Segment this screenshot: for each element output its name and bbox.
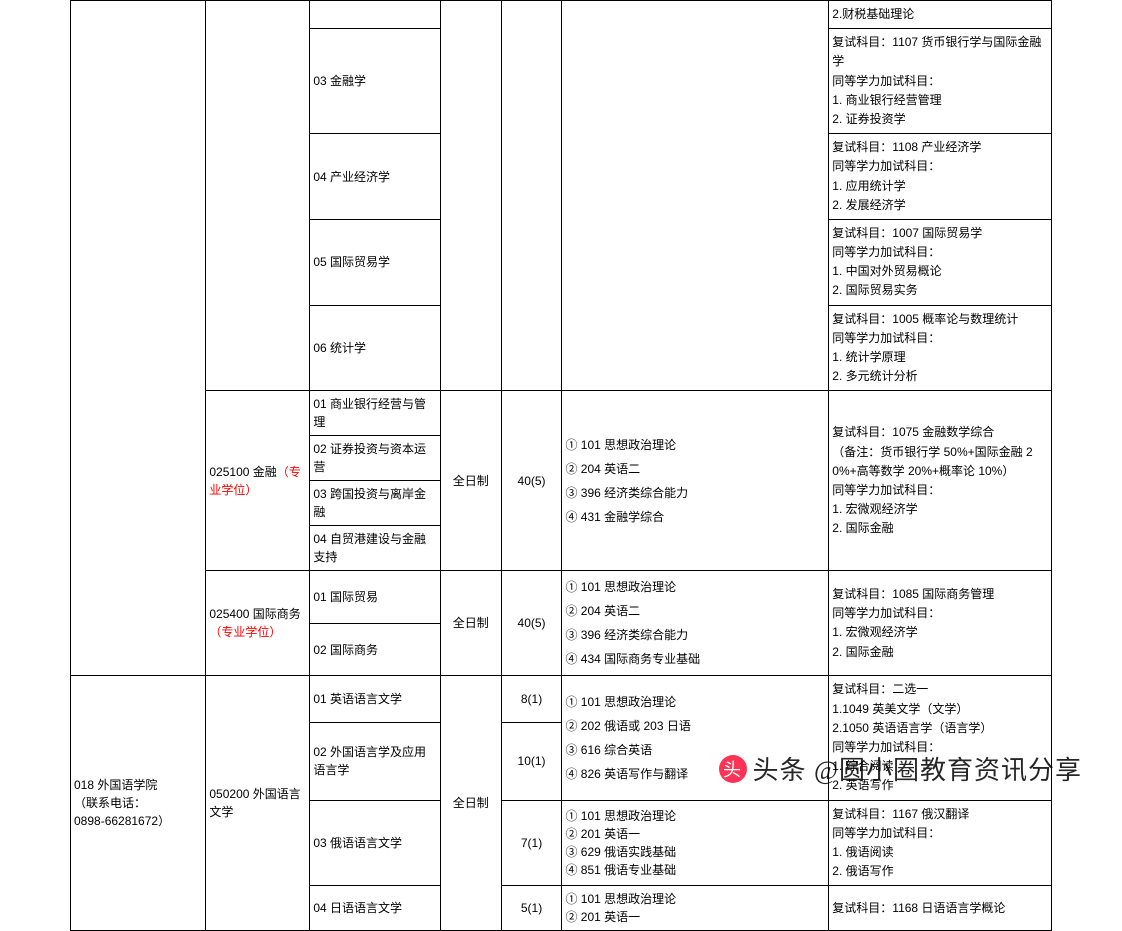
direction-cell: 05 国际贸易学 [310,219,440,305]
quota-cell: 8(1) [501,676,562,723]
major-code: 025400 国际商务 [209,607,300,621]
table-row: 025100 金融（专业学位） 01 商业银行经营与管理 全日制 40(5) ①… [71,391,1052,436]
direction-cell: 02 证券投资与资本运营 [310,436,440,481]
mode-cell: 全日制 [440,571,501,676]
direction-cell: 04 日语语言文学 [310,886,440,931]
exam-cell: ① 101 思想政治理论② 201 英语一③ 629 俄语实践基础④ 851 俄… [562,800,829,886]
retest-cell: 复试科目：1005 概率论与数理统计同等学力加试科目：1. 统计学原理2. 多元… [829,305,1052,391]
mode-cell: 全日制 [440,391,501,571]
direction-cell: 02 外国语言学及应用语言学 [310,722,440,800]
quota-cell: 7(1) [501,800,562,886]
direction-cell: 03 跨国投资与离岸金融 [310,481,440,526]
dept-cell: 018 外国语学院（联系电话：0898-66281672） [71,676,206,931]
quota-cell: 40(5) [501,391,562,571]
retest-cell: 2.财税基础理论 [829,1,1052,29]
direction-cell: 03 金融学 [310,29,440,134]
major-cell [206,1,310,391]
direction-cell: 04 自贸港建设与金融支持 [310,526,440,571]
direction-cell: 02 国际商务 [310,623,440,676]
retest-cell: 复试科目：1007 国际贸易学同等学力加试科目：1. 中国对外贸易概论2. 国际… [829,219,1052,305]
direction-cell: 01 英语语言文学 [310,676,440,723]
retest-cell: 复试科目：1168 日语语言学概论 [829,886,1052,931]
quota-cell: 10(1) [501,722,562,800]
major-cell: 025100 金融（专业学位） [206,391,310,571]
quota-cell: 5(1) [501,886,562,931]
direction-cell: 06 统计学 [310,305,440,391]
retest-cell: 复试科目：1107 货币银行学与国际金融学同等学力加试科目：1. 商业银行经营管… [829,29,1052,134]
major-cell: 050200 外国语言文学 [206,676,310,931]
table-row: 025400 国际商务（专业学位） 01 国际贸易 全日制 40(5) ① 10… [71,571,1052,624]
table-row: 018 外国语学院（联系电话：0898-66281672） 050200 外国语… [71,676,1052,723]
major-type: （专业学位） [209,625,281,639]
direction-cell: 01 商业银行经营与管理 [310,391,440,436]
watermark: 头 头条 @圆小圈教育资讯分享 [719,750,1082,787]
retest-cell: 复试科目：1075 金融数学综合（备注：货币银行学 50%+国际金融 20%+高… [829,391,1052,571]
major-cell: 025400 国际商务 （专业学位） [206,571,310,676]
watermark-logo-icon: 头 [719,755,747,783]
direction-cell: 03 俄语语言文学 [310,800,440,886]
program-table: 2.财税基础理论 03 金融学 复试科目：1107 货币银行学与国际金融学同等学… [70,0,1052,931]
quota-cell [501,1,562,391]
mode-cell [440,1,501,391]
dept-cell [71,1,206,676]
quota-cell: 40(5) [501,571,562,676]
direction-cell: 04 产业经济学 [310,134,440,220]
retest-cell: 复试科目：1085 国际商务管理同等学力加试科目：1. 宏微观经济学2. 国际金… [829,571,1052,676]
direction-cell: 01 国际贸易 [310,571,440,624]
table-row: 2.财税基础理论 [71,1,1052,29]
exam-cell [562,1,829,391]
retest-cell: 复试科目：1108 产业经济学同等学力加试科目：1. 应用统计学2. 发展经济学 [829,134,1052,220]
mode-cell: 全日制 [440,676,501,931]
major-code: 025100 金融 [209,465,276,479]
direction-cell [310,1,440,29]
watermark-text: 头条 @圆小圈教育资讯分享 [753,750,1082,787]
exam-cell: ① 101 思想政治理论② 201 英语一 [562,886,829,931]
exam-cell: ① 101 思想政治理论② 204 英语二③ 396 经济类综合能力④ 431 … [562,391,829,571]
retest-cell: 复试科目：1167 俄汉翻译同等学力加试科目：1. 俄语阅读2. 俄语写作 [829,800,1052,886]
exam-cell: ① 101 思想政治理论② 204 英语二③ 396 经济类综合能力④ 434 … [562,571,829,676]
